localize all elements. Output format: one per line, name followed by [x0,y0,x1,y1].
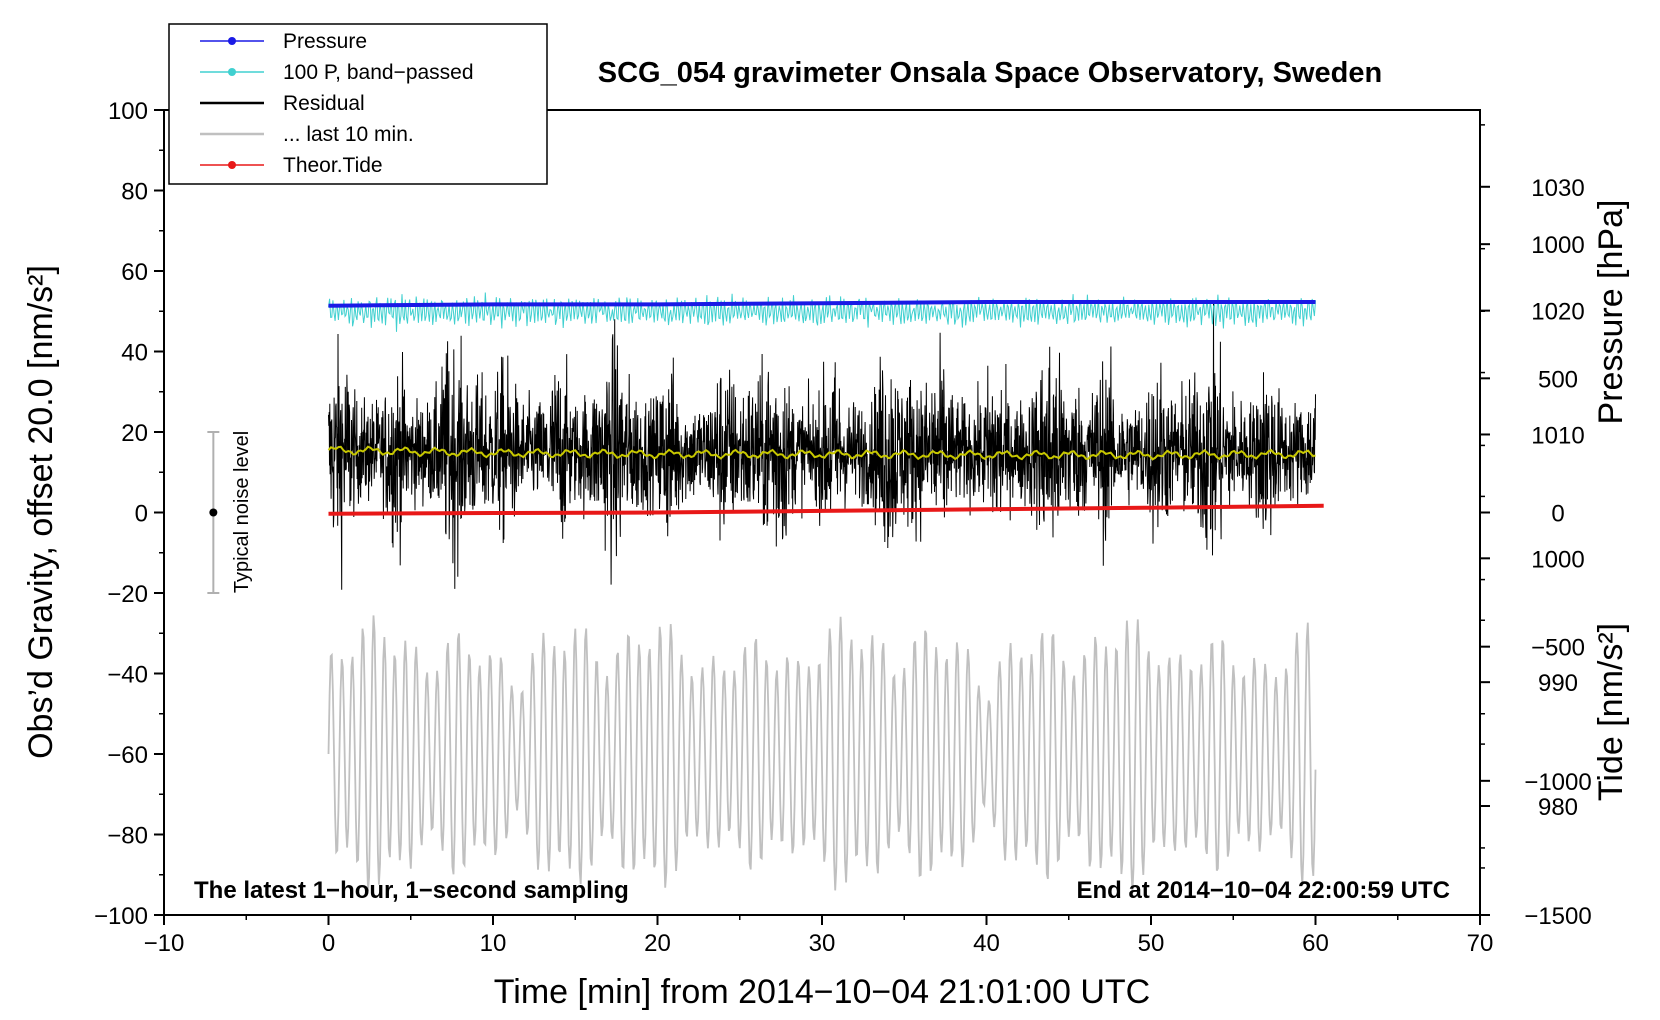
pressure-tick-label: 980 [1538,794,1578,821]
chart-title: SCG_054 gravimeter Onsala Space Observat… [598,57,1382,89]
last-10-min-line [327,615,1317,894]
y-tick-label: 60 [121,259,148,286]
legend-keys [200,37,264,169]
x-tick-label: 40 [973,930,1000,957]
noise-bar-label: Typical noise level [231,431,253,593]
x-tick-label: 20 [644,930,671,957]
y-tick-label: 100 [108,98,148,125]
legend-label-theor-tide: Theor.Tide [283,154,383,177]
series-pressure [328,300,1316,308]
legend-label-last-10-min: ... last 10 min. [283,123,414,146]
x-tick-label: 0 [322,930,335,957]
x-tick-label: −10 [144,930,185,957]
tide-tick-label: −500 [1531,635,1585,662]
tide-line [328,503,1324,516]
y-tick-label: −100 [94,903,148,930]
annotation-left: The latest 1−hour, 1−second sampling [194,877,629,904]
series-100p-band-passed [328,292,1316,332]
legend: Pressure 100 P, band−passed Residual ...… [168,23,548,185]
y-tick-label: 0 [135,501,148,528]
x-tick-label: 10 [480,930,507,957]
pressure-tick-label: 1030 [1531,175,1584,202]
series-residual [328,302,1316,590]
series-theor-tide [328,503,1324,516]
residual-line [328,302,1316,590]
legend-label-residual: Residual [283,92,365,115]
noise-bar [207,431,220,594]
pressure-line [328,300,1316,308]
tide-tick-label: 1000 [1531,232,1584,259]
pressure-axis-label: Pressure [hPa] [1592,200,1630,425]
series-residual-smoothed [327,445,1316,461]
residual-smoothed-line [327,445,1316,461]
pressure-tick-label: 1010 [1531,422,1584,449]
y-tick-label: 20 [121,420,148,447]
pressure-axis-ticks: 980 990 1000 1010 1020 1030 [1480,124,1585,869]
y-axis-ticks: −100 −80 −60 −40 −20 0 20 40 60 80 100 [94,98,164,930]
pressure-tick-label: 990 [1538,670,1578,697]
x-tick-label: 60 [1302,930,1329,957]
legend-label-band-passed: 100 P, band−passed [283,61,474,84]
y-tick-label: 40 [121,340,148,367]
x-axis-ticks: −10 0 10 20 30 40 50 60 70 [144,915,1494,957]
annotation-right: End at 2014−10−04 22:00:59 UTC [1076,877,1450,904]
tide-tick-label: −1000 [1524,769,1591,796]
x-tick-label: 70 [1467,930,1494,957]
x-tick-label: 30 [809,930,836,957]
y-axis-label: Obs’d Gravity, offset 20.0 [nm/s²] [22,265,60,759]
tide-tick-label: 0 [1551,501,1564,528]
pressure-tick-label: 1020 [1531,299,1584,326]
band-passed-line [328,292,1316,332]
legend-key-marker [228,37,236,45]
tide-axis-ticks: −1500 −1000 −500 0 500 1000 [1480,232,1592,930]
y-tick-label: −20 [107,581,148,608]
pressure-tick-label: 1000 [1531,546,1584,573]
legend-label-pressure: Pressure [283,30,367,53]
legend-key-marker [228,68,236,76]
y-tick-label: −60 [107,742,148,769]
y-tick-label: −40 [107,662,148,689]
tide-tick-label: 500 [1538,366,1578,393]
y-tick-label: 80 [121,179,148,206]
x-axis-label: Time [min] from 2014−10−04 21:01:00 UTC [494,973,1150,1011]
series-last-10-min [327,615,1317,894]
x-tick-label: 50 [1138,930,1165,957]
y-tick-label: −80 [107,823,148,850]
legend-key-marker [228,161,236,169]
tide-axis-label: Tide [nm/s²] [1592,623,1630,801]
tide-tick-label: −1500 [1524,903,1591,930]
noise-bar-center-dot [209,508,218,517]
